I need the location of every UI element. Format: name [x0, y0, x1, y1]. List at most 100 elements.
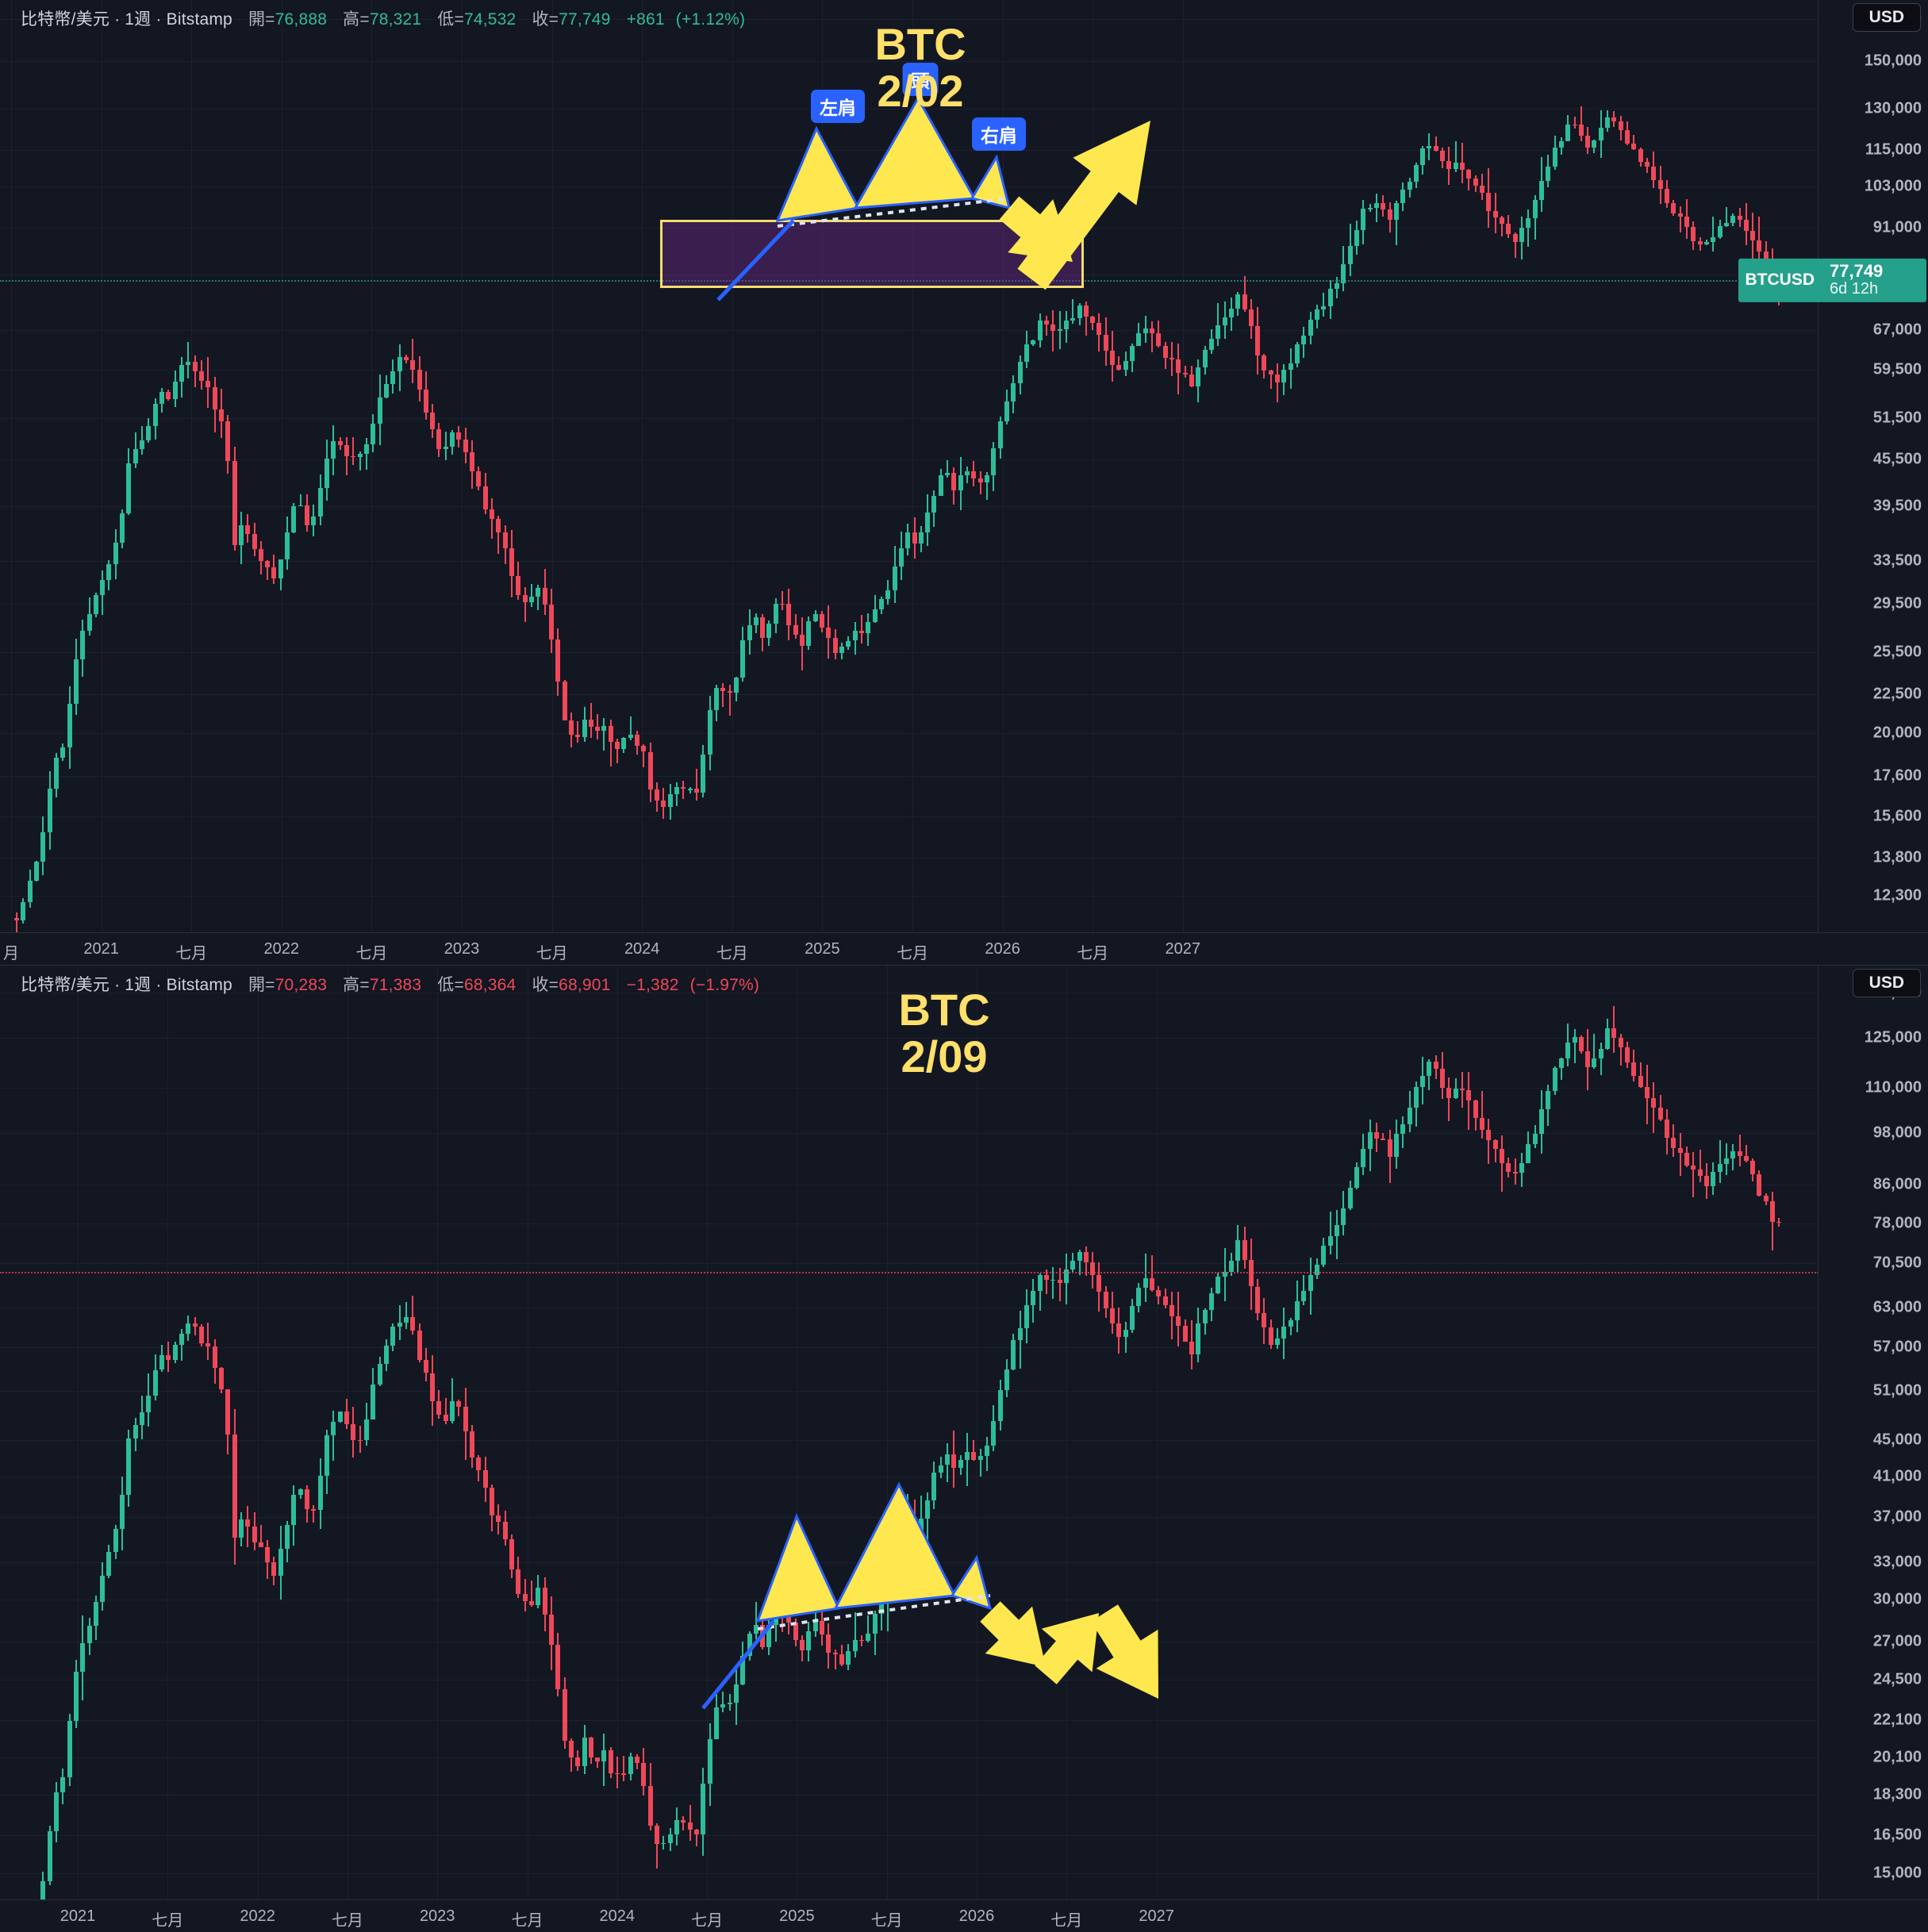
candlestick	[687, 966, 693, 1900]
candlestick	[1150, 966, 1155, 1900]
candlestick	[1743, 0, 1749, 933]
candlestick	[667, 0, 673, 933]
candlestick	[1090, 0, 1096, 933]
price-axis-tick: 15,600	[1872, 807, 1922, 825]
candlestick	[73, 0, 79, 933]
candle-body	[1440, 1068, 1446, 1089]
chart-panel-btc-0209[interactable]: 比特幣/美元 · 1週 · Bitstamp 開=70,283 高=71,383…	[0, 965, 1928, 1932]
candlestick	[1037, 966, 1043, 1900]
candle-body	[1103, 334, 1108, 351]
candlestick	[1150, 0, 1155, 933]
candlestick	[1427, 0, 1432, 933]
legend-symbol[interactable]: 比特幣/美元 · 1週 · Bitstamp	[21, 10, 232, 29]
price-plot-area[interactable]: 左肩頭右肩	[0, 0, 1819, 933]
candle-wick	[1600, 1042, 1602, 1075]
candlestick	[1618, 0, 1623, 933]
candlestick	[958, 966, 963, 1900]
time-gridline	[78, 966, 79, 1900]
candlestick	[456, 966, 462, 1900]
candlestick	[898, 0, 904, 933]
candlestick	[733, 966, 739, 1900]
candle-body	[753, 1624, 759, 1634]
candlestick	[1512, 0, 1518, 933]
candle-body	[766, 624, 772, 638]
time-axis[interactable]: 2021 七月 2022 七月 2023 七月 2024 七月 2025 七月 2026 七月 2027	[0, 1899, 1928, 1932]
candle-body	[1717, 225, 1723, 238]
candlestick	[1750, 0, 1756, 933]
candle-body	[1361, 208, 1366, 231]
candle-body	[317, 1475, 323, 1511]
candlestick	[403, 966, 409, 1900]
candle-body	[1737, 1151, 1742, 1156]
candle-body	[965, 471, 970, 475]
candlestick	[1400, 966, 1406, 1900]
candle-body	[126, 463, 132, 513]
candlestick	[812, 0, 818, 933]
candle-body	[67, 704, 72, 747]
candlestick	[615, 0, 620, 933]
candle-body	[555, 640, 561, 682]
candle-wick	[616, 1756, 619, 1789]
candle-body	[232, 1435, 237, 1538]
consolidation-zone[interactable]	[660, 220, 1084, 288]
price-gridline	[0, 1794, 1819, 1796]
candlestick	[344, 0, 349, 933]
candlestick	[357, 0, 363, 933]
currency-badge[interactable]: USD	[1852, 969, 1921, 997]
candlestick	[1321, 966, 1327, 1900]
candle-body	[951, 1454, 957, 1468]
candlestick	[285, 0, 290, 933]
price-axis-tick: 22,100	[1872, 1711, 1922, 1729]
candle-wick	[854, 1611, 856, 1657]
candle-body	[106, 564, 112, 581]
candle-body	[866, 1633, 871, 1641]
candlestick	[1301, 0, 1307, 933]
candle-body	[40, 1881, 46, 1900]
candlestick	[1182, 966, 1188, 1900]
candle-body	[1335, 1224, 1339, 1237]
candle-body	[1512, 1172, 1518, 1173]
candle-body	[133, 449, 138, 464]
last-price-tag[interactable]: BTCUSD 77,749 6d 12h	[1738, 259, 1926, 302]
candlestick	[1315, 966, 1320, 1900]
candle-body	[443, 446, 448, 450]
right-shoulder-label[interactable]: 右肩	[972, 117, 1026, 151]
price-axis[interactable]: USD 170,000150,000130,000115,000103,0009…	[1818, 0, 1928, 933]
candle-wick	[1468, 1072, 1470, 1130]
currency-badge[interactable]: USD	[1852, 3, 1921, 32]
candlestick	[1413, 966, 1419, 1900]
time-axis[interactable]: 月 2021 七月 2022 七月 2023 七月 2024 七月 2025 七月 2026 七月 202…	[0, 932, 1928, 965]
candlestick	[1176, 0, 1181, 933]
chart-panel-btc-0202[interactable]: 比特幣/美元 · 1週 · Bitstamp 開=76,888 高=78,321…	[0, 0, 1928, 965]
candle-body	[667, 793, 673, 808]
candlestick	[655, 0, 660, 933]
time-gridline	[11, 0, 12, 933]
candlestick	[852, 966, 858, 1900]
candle-body	[846, 640, 851, 647]
candle-body	[674, 1820, 679, 1834]
candlestick	[1367, 966, 1373, 1900]
candle-body	[1665, 189, 1669, 203]
candlestick	[701, 966, 706, 1900]
legend-symbol[interactable]: 比特幣/美元 · 1週 · Bitstamp	[21, 976, 232, 994]
candlestick	[265, 966, 271, 1900]
candlestick	[1057, 0, 1062, 933]
candle-body	[1301, 1290, 1307, 1301]
candlestick	[53, 966, 59, 1900]
candlestick	[1631, 0, 1637, 933]
time-axis-tick: 2025	[805, 940, 840, 958]
head-label[interactable]: 頭	[902, 63, 939, 96]
candle-body	[1532, 200, 1538, 219]
candle-body	[133, 1424, 138, 1439]
price-axis[interactable]: USD 140,000125,000110,00098,00086,00078,…	[1818, 966, 1928, 1900]
candlestick	[331, 0, 336, 933]
chart-title-overlay: BTC 2/02	[874, 19, 966, 117]
candlestick	[892, 0, 897, 933]
candle-body	[1196, 1323, 1201, 1354]
candlestick	[846, 0, 851, 933]
candlestick	[1361, 0, 1366, 933]
price-gridline	[0, 1720, 1819, 1722]
candle-body	[1592, 1058, 1597, 1067]
candlestick	[997, 966, 1003, 1900]
